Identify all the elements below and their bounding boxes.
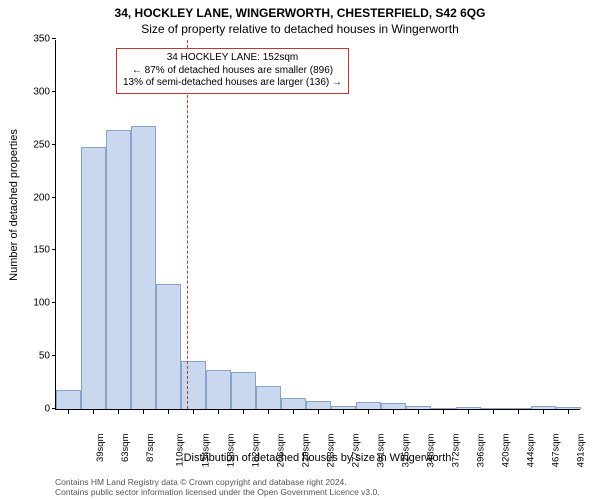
y-tick-mark — [52, 302, 56, 303]
histogram-bar — [56, 390, 81, 409]
x-tick-mark — [193, 410, 194, 414]
x-tick-mark — [118, 410, 119, 414]
x-tick-mark — [518, 410, 519, 414]
y-tick-label: 50 — [39, 351, 56, 362]
x-tick-mark — [543, 410, 544, 414]
y-axis-label: Number of detached properties — [6, 0, 22, 410]
annotation-box: 34 HOCKLEY LANE: 152sqm ← 87% of detache… — [116, 48, 349, 94]
histogram-bar — [206, 370, 231, 409]
x-tick-mark — [293, 410, 294, 414]
y-tick-label: 250 — [33, 139, 56, 150]
histogram-bar — [106, 130, 131, 409]
footer-line2: Contains public sector information licen… — [55, 487, 380, 497]
histogram-bar — [181, 361, 206, 409]
histogram-bar — [256, 386, 281, 409]
y-tick-label: 350 — [33, 34, 56, 45]
x-tick-mark — [368, 410, 369, 414]
y-tick-mark — [52, 91, 56, 92]
x-tick-mark — [268, 410, 269, 414]
x-tick-mark — [493, 410, 494, 414]
histogram-bar — [131, 126, 156, 409]
histogram-bar — [306, 401, 331, 409]
histogram-bar — [531, 406, 556, 409]
x-tick-mark — [68, 410, 69, 414]
histogram-bar — [456, 407, 481, 409]
histogram-bar — [381, 403, 406, 409]
annotation-line3: 13% of semi-detached houses are larger (… — [123, 77, 342, 90]
x-tick-mark — [568, 410, 569, 414]
histogram-bar — [156, 284, 181, 409]
y-tick-mark — [52, 38, 56, 39]
y-tick-mark — [52, 355, 56, 356]
y-tick-label: 150 — [33, 245, 56, 256]
y-tick-label: 100 — [33, 298, 56, 309]
histogram-bar — [481, 408, 506, 409]
histogram-bar — [556, 407, 581, 409]
y-tick-mark — [52, 144, 56, 145]
x-tick-mark — [468, 410, 469, 414]
histogram-bar — [81, 147, 106, 409]
marker-line — [187, 40, 188, 409]
y-tick-mark — [52, 249, 56, 250]
histogram-bar — [406, 406, 431, 409]
histogram-bar — [231, 372, 256, 409]
histogram-bar — [431, 408, 456, 409]
histogram-bar — [281, 398, 306, 409]
bars-group — [56, 40, 580, 409]
x-tick-mark — [218, 410, 219, 414]
x-tick-mark — [168, 410, 169, 414]
footer-attribution: Contains HM Land Registry data © Crown c… — [55, 477, 380, 497]
chart-container: 34, HOCKLEY LANE, WINGERWORTH, CHESTERFI… — [0, 0, 600, 500]
x-tick-mark — [393, 410, 394, 414]
x-axis-label: Distribution of detached houses by size … — [55, 452, 580, 464]
y-tick-label: 300 — [33, 86, 56, 97]
annotation-line1: 34 HOCKLEY LANE: 152sqm — [123, 52, 342, 65]
x-tick-mark — [443, 410, 444, 414]
x-tick-mark — [243, 410, 244, 414]
chart-title-line1: 34, HOCKLEY LANE, WINGERWORTH, CHESTERFI… — [0, 6, 600, 20]
chart-title-line2: Size of property relative to detached ho… — [0, 22, 600, 36]
x-tick-mark — [318, 410, 319, 414]
histogram-bar — [331, 406, 356, 409]
x-tick-mark — [143, 410, 144, 414]
x-ticks-group: 39sqm63sqm87sqm110sqm134sqm158sqm182sqm2… — [55, 410, 580, 450]
histogram-bar — [356, 402, 381, 409]
footer-line1: Contains HM Land Registry data © Crown c… — [55, 477, 380, 487]
y-tick-label: 200 — [33, 192, 56, 203]
annotation-line2: ← 87% of detached houses are smaller (89… — [123, 65, 342, 78]
y-tick-mark — [52, 197, 56, 198]
x-tick-mark — [343, 410, 344, 414]
plot-area: 34 HOCKLEY LANE: 152sqm ← 87% of detache… — [55, 40, 580, 410]
x-tick-mark — [93, 410, 94, 414]
histogram-bar — [506, 408, 531, 409]
y-tick-mark — [52, 408, 56, 409]
x-tick-mark — [418, 410, 419, 414]
